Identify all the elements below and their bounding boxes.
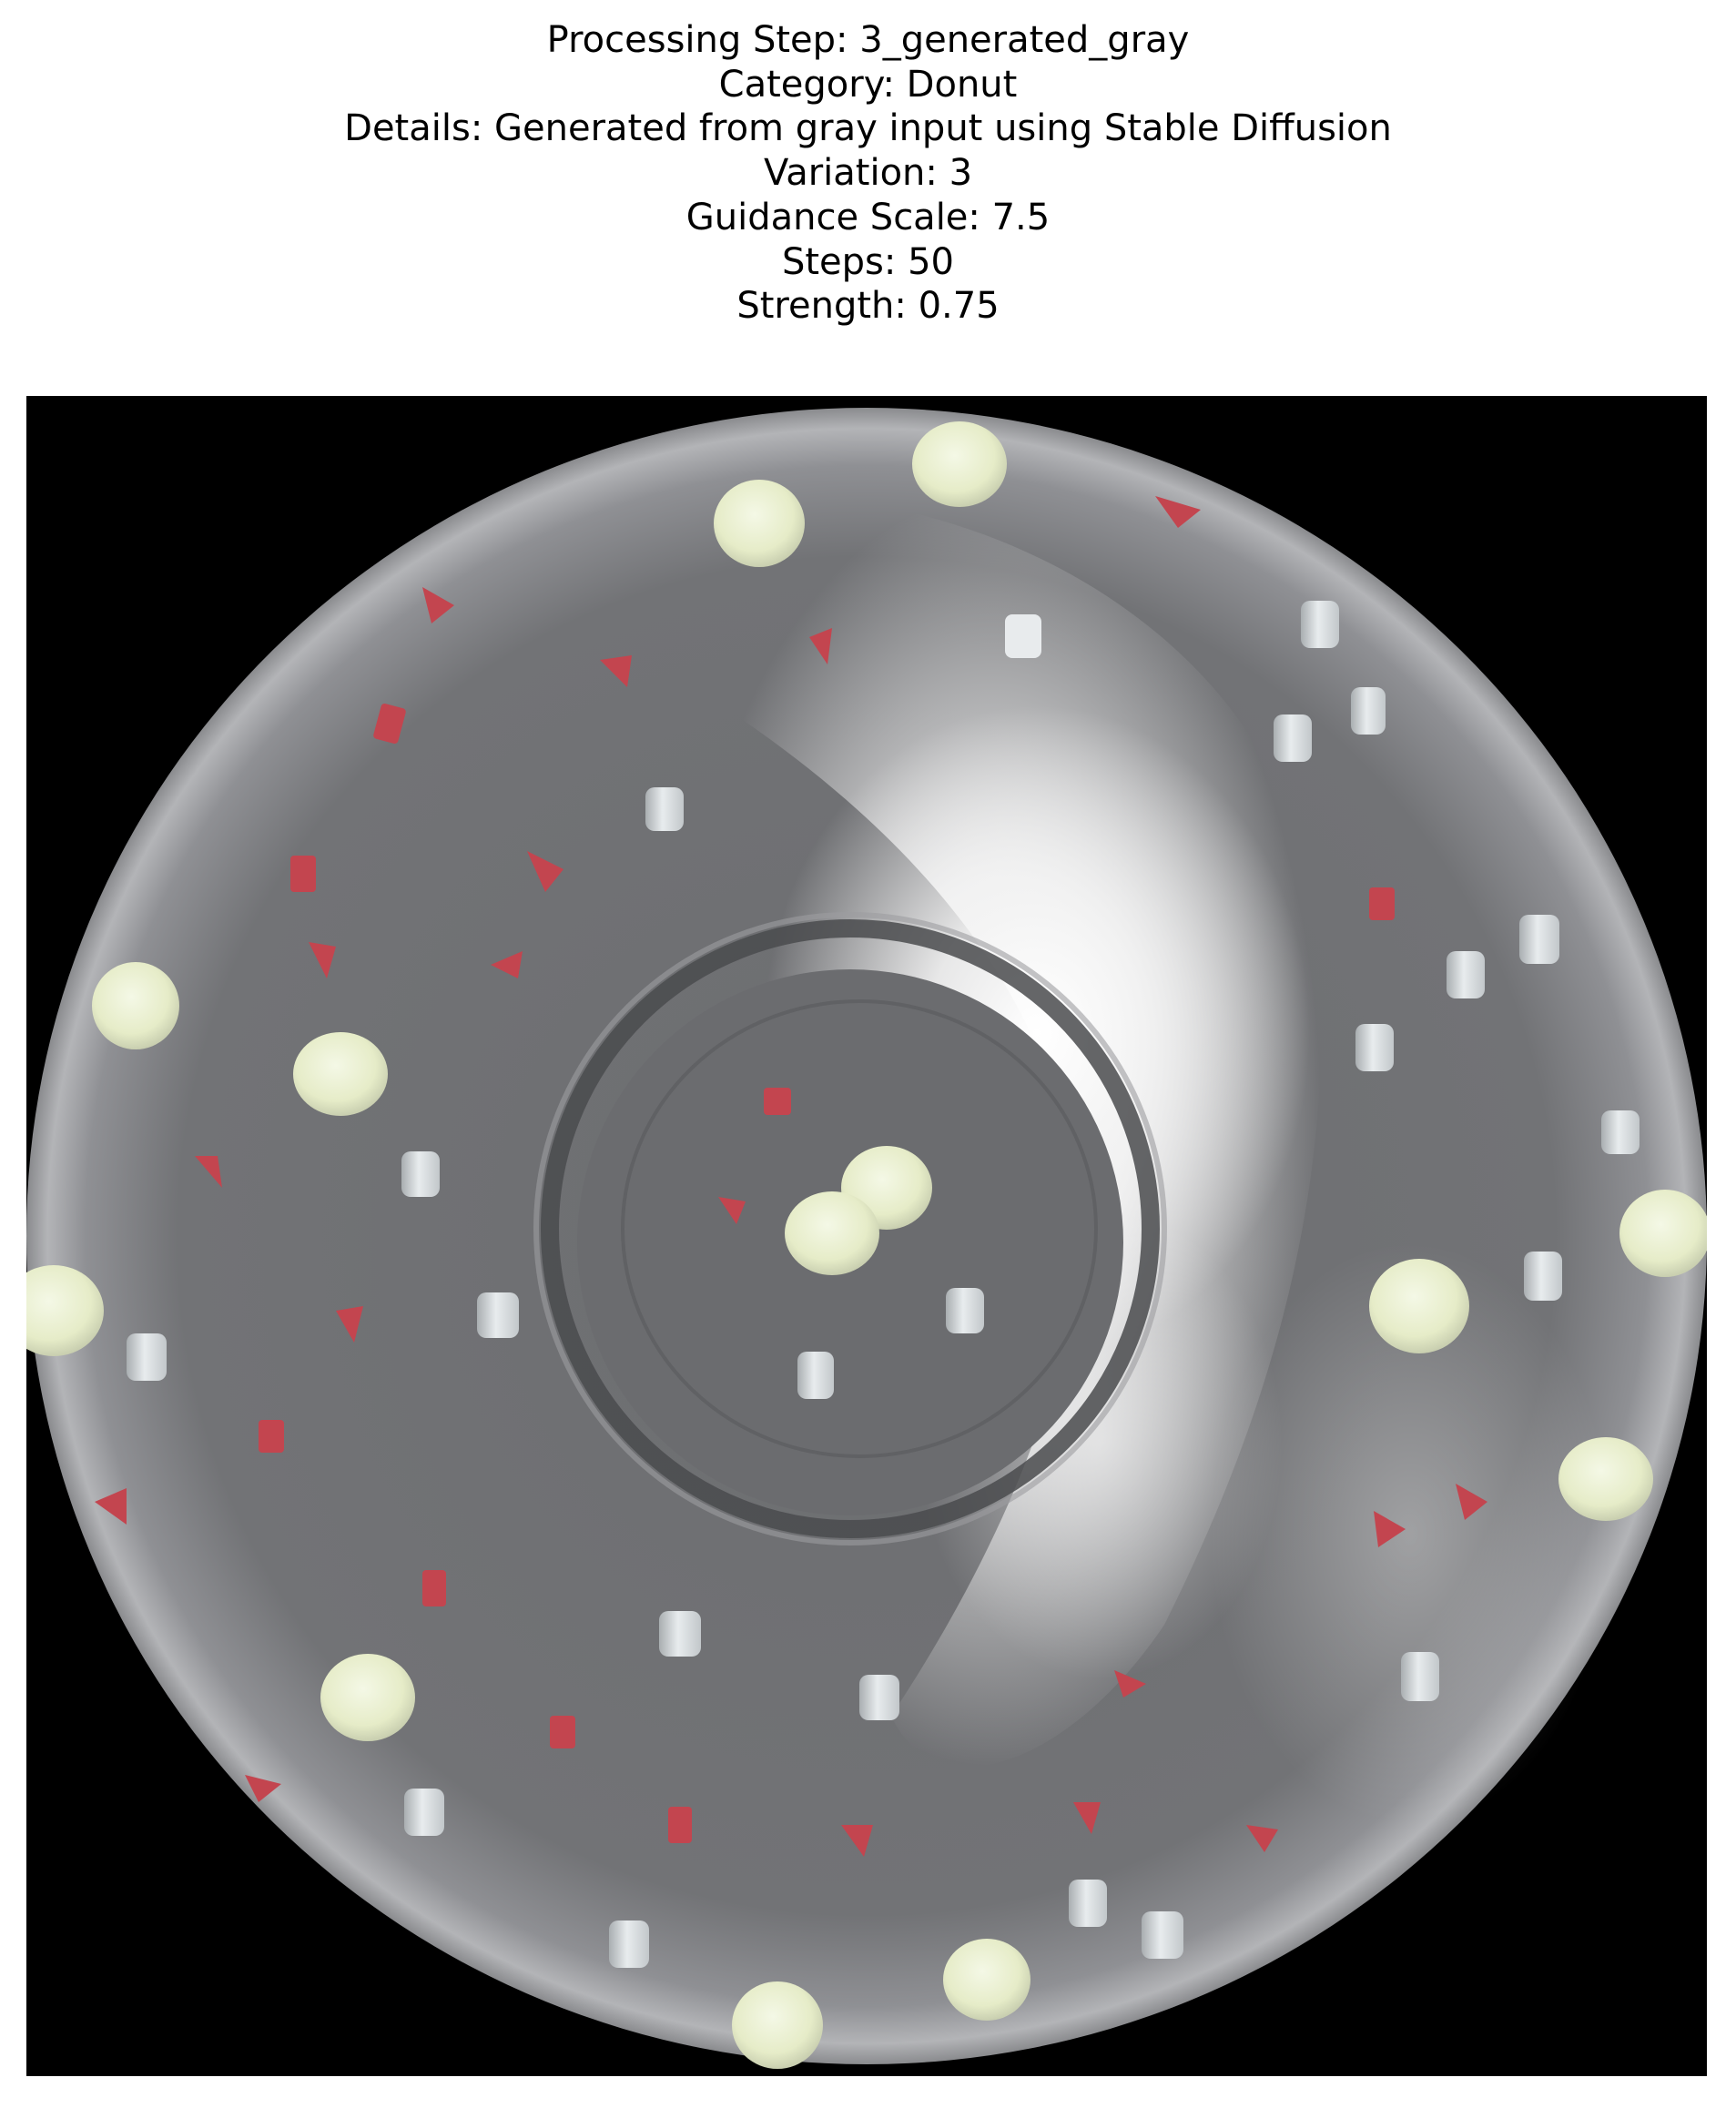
generated-image <box>26 396 1707 2076</box>
figure-title: Processing Step: 3_generated_gray Catego… <box>0 18 1736 329</box>
title-guidance-scale: Guidance Scale: 7.5 <box>685 196 1051 238</box>
title-category: Category: Donut <box>718 63 1018 106</box>
red-sprinkles <box>95 496 1487 1857</box>
round-sprinkles <box>26 421 1707 2069</box>
title-variation: Variation: 3 <box>763 152 973 195</box>
title-details: Details: Generated from gray input using… <box>344 107 1392 150</box>
donut-illustration <box>26 396 1707 2076</box>
white-sprinkles <box>127 601 1640 1968</box>
title-steps: Steps: 50 <box>781 240 954 283</box>
title-strength: Strength: 0.75 <box>736 285 1000 328</box>
title-processing-step: Processing Step: 3_generated_gray <box>546 19 1190 61</box>
